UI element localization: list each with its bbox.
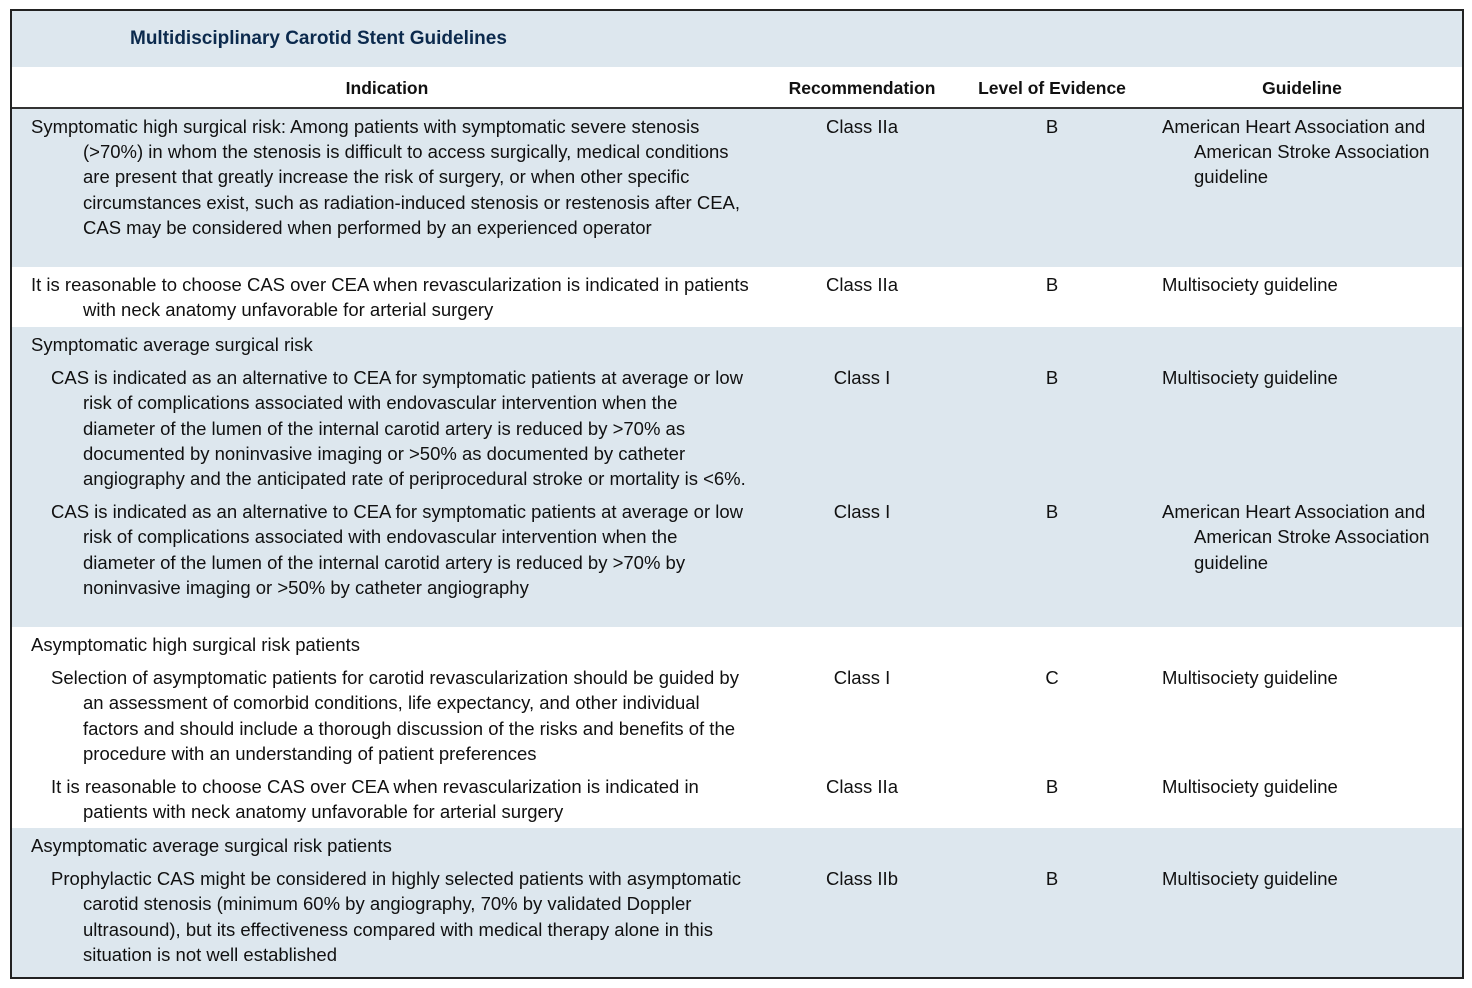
indication-cell: CAS is indicated as an alternative to CE… (51, 367, 746, 490)
table-title: Multidisciplinary Carotid Stent Guidelin… (12, 11, 1462, 67)
group-heading: Symptomatic average surgical risk (31, 334, 313, 355)
recommendation-cell: Class I (833, 667, 891, 689)
indication-cell: It is reasonable to choose CAS over CEA … (31, 274, 749, 321)
table-row: Symptomatic high surgical risk: Among pa… (12, 109, 1462, 267)
level-cell: B (1045, 116, 1059, 137)
indication-cell: Selection of asymptomatic patients for c… (51, 667, 739, 764)
level-cell: B (1045, 274, 1059, 295)
indication-cell: Symptomatic high surgical risk: Among pa… (31, 116, 741, 238)
indication-cell: Prophylactic CAS might be considered in … (51, 868, 741, 965)
guideline-cell: Multisociety guideline (1162, 776, 1338, 798)
level-cell: B (1045, 868, 1059, 890)
table-row: CAS is indicated as an alternative to CE… (12, 357, 1462, 491)
level-cell: C (1045, 667, 1059, 689)
table-row: It is reasonable to choose CAS over CEA … (12, 267, 1462, 327)
group-symptomatic-average: Symptomatic average surgical risk CAS is… (12, 327, 1462, 627)
group-heading: Asymptomatic high surgical risk patients (31, 634, 361, 655)
table-row: CAS is indicated as an alternative to CE… (12, 491, 1462, 600)
level-cell: B (1045, 367, 1059, 389)
guideline-cell: American Heart Association and American … (1162, 116, 1430, 188)
header-guideline: Guideline (1262, 78, 1342, 98)
guideline-cell: American Heart Association and American … (1162, 501, 1430, 573)
recommendation-cell: Class IIb (826, 868, 898, 890)
group-asymptomatic-average: Asymptomatic average surgical risk patie… (12, 828, 1462, 977)
header-level: Level of Evidence (978, 78, 1126, 98)
recommendation-cell: Class I (833, 367, 891, 389)
table-row: Prophylactic CAS might be considered in … (12, 858, 1462, 967)
level-cell: B (1045, 776, 1059, 798)
guideline-cell: Multisociety guideline (1162, 667, 1338, 689)
indication-cell: It is reasonable to choose CAS over CEA … (51, 776, 699, 823)
recommendation-cell: Class I (833, 501, 891, 523)
recommendation-cell: Class IIa (826, 274, 898, 295)
group-asymptomatic-high: Asymptomatic high surgical risk patients… (12, 627, 1462, 828)
guidelines-table: Multidisciplinary Carotid Stent Guidelin… (10, 9, 1464, 979)
header-indication: Indication (345, 78, 429, 98)
guideline-cell: Multisociety guideline (1162, 367, 1338, 389)
table-row: It is reasonable to choose CAS over CEA … (12, 766, 1462, 824)
group-heading: Asymptomatic average surgical risk patie… (31, 835, 392, 856)
table-row: Selection of asymptomatic patients for c… (12, 657, 1462, 766)
level-cell: B (1045, 501, 1059, 523)
indication-cell: CAS is indicated as an alternative to CE… (51, 501, 744, 598)
guideline-cell: Multisociety guideline (1162, 868, 1338, 890)
header-row: Indication Recommendation Level of Evide… (12, 67, 1462, 109)
guideline-cell: Multisociety guideline (1162, 274, 1338, 295)
header-recommendation: Recommendation (788, 78, 936, 98)
recommendation-cell: Class IIa (826, 776, 898, 798)
recommendation-cell: Class IIa (826, 116, 898, 137)
